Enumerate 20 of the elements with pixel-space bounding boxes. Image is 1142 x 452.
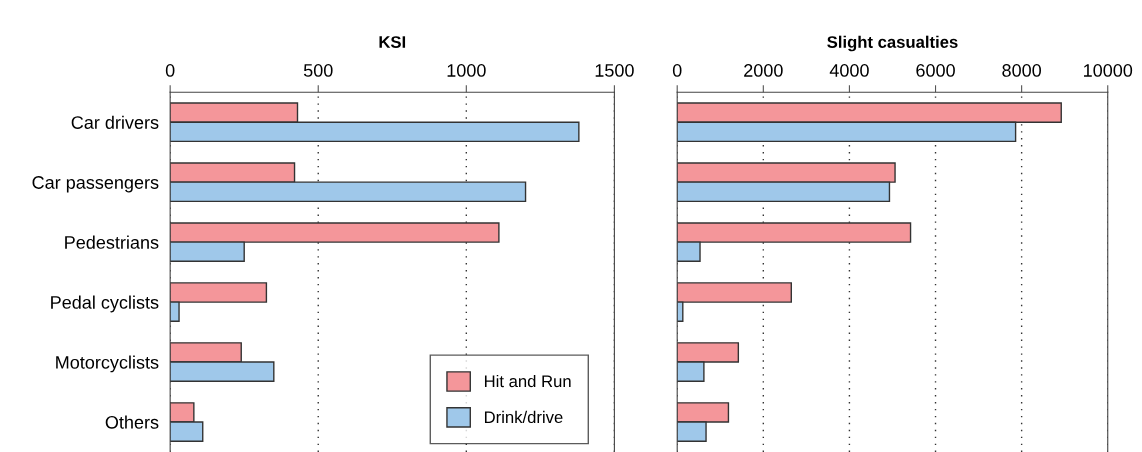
y-tick-label: Others: [105, 415, 159, 429]
chart-title: KSI: [379, 36, 406, 48]
x-tick-label: 0: [165, 64, 175, 77]
x-tick-label: 10000: [1084, 64, 1133, 77]
y-tick-label: Car drivers: [71, 115, 159, 129]
y-tick-label: Pedestrians: [65, 235, 159, 249]
y-tick-label: Car passengers: [32, 176, 159, 193]
x-tick-label: 1500: [595, 64, 634, 77]
x-tick-label: 2000: [744, 64, 783, 77]
x-tick-label: 8000: [1002, 64, 1042, 77]
x-tick-label: 500: [303, 64, 333, 77]
x-tick-label: 4000: [829, 64, 869, 77]
x-tick-label: 6000: [916, 64, 955, 77]
y-tick-label: Motorcyclists: [56, 355, 159, 373]
legend-label: Drink/drive: [484, 410, 563, 424]
x-tick-label: 0: [672, 64, 682, 77]
x-tick-label: 1000: [447, 64, 486, 77]
chart-title: Slight casualties: [827, 35, 958, 52]
legend-label: Hit and Run: [484, 374, 571, 388]
y-tick-label: Pedal cyclists: [51, 295, 159, 313]
